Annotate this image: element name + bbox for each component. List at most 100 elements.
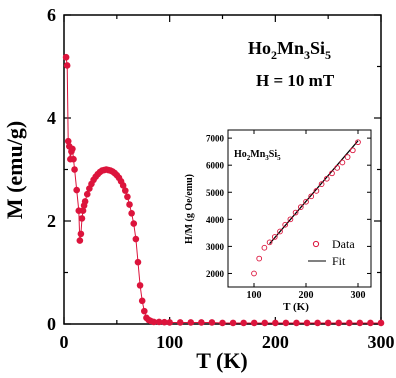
main-data-point [141, 307, 148, 315]
main-data-point [121, 187, 129, 194]
inset-data-point [251, 270, 257, 277]
main-data-point [229, 319, 237, 327]
inset-data-point [308, 193, 315, 200]
inset-data-point [292, 209, 299, 216]
inset-y-tick-label: 3000 [206, 242, 225, 252]
main-data-point [377, 319, 385, 327]
main-y-tick-label: 4 [47, 108, 56, 128]
main-y-tick-label: 0 [47, 314, 56, 334]
main-data-point [272, 319, 279, 327]
field-label: H = 10 mT [256, 71, 335, 90]
main-data-point [78, 215, 86, 222]
inset-y-tick-label: 2000 [206, 269, 225, 279]
main-data-point [77, 230, 85, 238]
inset-data-point [287, 216, 294, 223]
inset-y-tick-label: 4000 [206, 215, 225, 225]
main-data-point [63, 62, 71, 69]
main-x-axis-label: T (K) [196, 348, 248, 373]
main-x-tick-label: 200 [262, 332, 289, 352]
main-data-point [176, 319, 184, 326]
main-data-point [198, 319, 205, 326]
main-data-point [261, 319, 269, 327]
main-y-tick-label: 6 [47, 5, 56, 25]
inset-compound-label: Ho2Mn3Si5 [234, 149, 281, 162]
inset-x-axis-label: T (K) [283, 301, 309, 313]
main-data-point [71, 166, 78, 173]
inset-data-point [256, 255, 263, 262]
inset-data-point [271, 234, 278, 240]
main-data-point [161, 318, 168, 326]
inset-data-point [349, 147, 356, 154]
inset-data-point [313, 188, 320, 194]
inset-data-point [323, 175, 330, 182]
main-data-point [150, 318, 158, 326]
main-data-point [335, 319, 343, 327]
inset-x-tick-label: 300 [351, 290, 366, 301]
main-data-point [76, 237, 84, 244]
inset-data-point [261, 244, 268, 251]
main-data-point [124, 193, 131, 201]
main-data-point [130, 220, 138, 227]
main-data-point [138, 297, 146, 305]
main-data-point [64, 137, 72, 145]
inset-y-tick-label: 7000 [206, 134, 225, 144]
main-y-axis-label: M (emu/g) [2, 121, 27, 219]
legend-data-label: Data [332, 237, 355, 251]
main-data-point [119, 182, 127, 189]
main-data-point [314, 319, 321, 327]
inset-data-point [277, 228, 283, 235]
inset-data-point [318, 181, 325, 187]
main-data-point [132, 235, 140, 243]
inset-y-axis-label: H/M (g Oe/emu) [184, 174, 195, 244]
main-data-point [219, 319, 226, 327]
main-compound-label: Ho2Mn3Si5 [248, 38, 331, 62]
main-data-point [303, 319, 311, 327]
inset-data-point [339, 159, 346, 166]
main-series [62, 53, 385, 327]
inset-data-point [282, 221, 289, 228]
inset-data-point [297, 204, 304, 210]
inset-x-tick-label: 100 [247, 290, 262, 301]
main-data-point [166, 319, 173, 326]
main-data-point [240, 319, 247, 327]
main-data-point [282, 319, 290, 327]
main-data-point [83, 190, 91, 198]
legend-fit-label: Fit [332, 254, 346, 268]
inset-data-point [303, 198, 309, 205]
main-data-point [136, 282, 144, 289]
main-data-point [346, 319, 353, 327]
main-data-point [293, 319, 300, 327]
main-data-point [250, 319, 258, 327]
main-data-point [187, 319, 195, 326]
main-axis-tick-labels: 0 100 200 3000 2 4 6 [47, 5, 395, 352]
inset-plot-frame [227, 129, 372, 288]
inset-fit-line [269, 140, 359, 245]
inset-data-point [266, 239, 273, 246]
inset-y-tick-label: 5000 [206, 188, 225, 198]
inset-legend: Data Fit [308, 237, 355, 268]
main-data-point [69, 145, 76, 153]
main-data-point [81, 198, 89, 205]
main-data-point [128, 209, 135, 217]
inset-axis-tick-labels: 100 200 300 2000 3000 4000 5000 6000 7000 [206, 134, 366, 301]
main-data-point [356, 319, 364, 327]
main-data-point [62, 53, 70, 61]
inset-y-tick-label: 6000 [206, 161, 225, 171]
main-x-tick-label: 100 [156, 332, 183, 352]
main-data-point [324, 319, 332, 327]
main-data-point [155, 318, 163, 326]
main-data-point [208, 319, 216, 326]
main-data-point [367, 319, 374, 327]
inset-axis-ticks [228, 130, 371, 287]
legend-data-marker [312, 240, 320, 248]
main-y-tick-label: 2 [47, 211, 56, 231]
main-data-point [79, 207, 87, 214]
main-data-point [70, 155, 77, 163]
inset-data-point [355, 139, 361, 146]
main-x-tick-label: 300 [368, 332, 395, 352]
inset-data-point [334, 165, 341, 171]
inset-data-point [344, 154, 351, 160]
inset-x-tick-label: 200 [299, 290, 314, 301]
inset-series [251, 139, 361, 277]
